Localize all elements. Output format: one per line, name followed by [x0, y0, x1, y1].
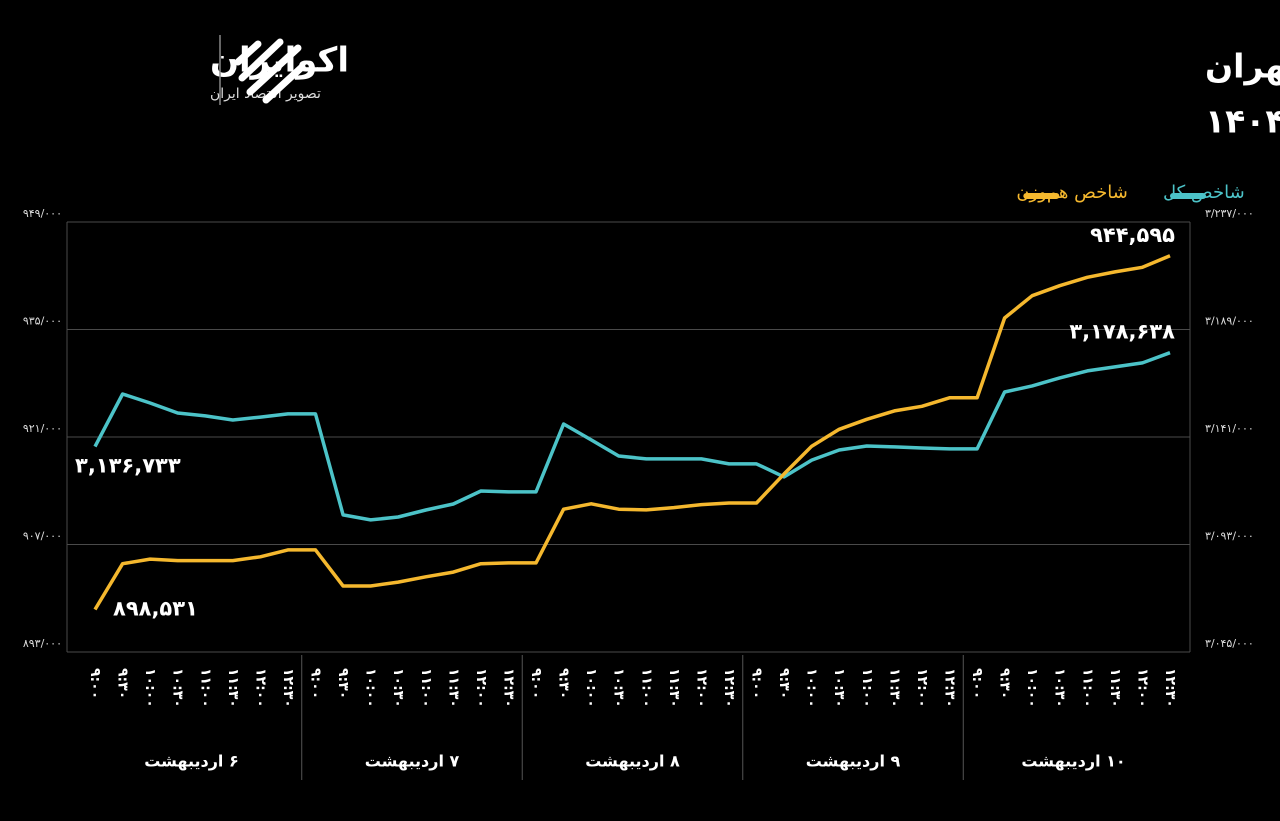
group-label: ۸ اردیبهشت: [585, 752, 680, 771]
value-label: ۹۴۴,۵۹۵: [1090, 223, 1175, 247]
x-tick-label: ۹:۳۰: [997, 668, 1013, 699]
y-tick-label: ۹۰۷/۰۰۰: [23, 530, 62, 543]
logo-icon: [234, 38, 306, 104]
y2-tick-label: ۳/۱۸۹/۰۰۰: [1205, 315, 1254, 328]
x-tick-label: ۱۲:۳۰: [721, 668, 737, 708]
x-tick-label: ۹:۰۰: [969, 668, 985, 699]
x-tick-label: ۱۲:۰۰: [1134, 668, 1150, 708]
x-tick-label: ۹:۳۰: [556, 668, 572, 699]
x-tick-label: ۱۰:۰۰: [363, 668, 379, 708]
x-tick-label: ۱۲:۳۰: [500, 668, 516, 708]
x-tick-label: ۱۰:۰۰: [583, 668, 599, 708]
group-label: ۱۰ اردیبهشت: [1021, 752, 1125, 771]
y2-tick-label: ۳/۱۴۱/۰۰۰: [1205, 422, 1254, 435]
y2-tick-label: ۳/۰۴۵/۰۰۰: [1205, 637, 1254, 650]
x-tick-label: ۱۰:۳۰: [611, 668, 627, 708]
group-label: ۶ اردیبهشت: [144, 752, 239, 771]
x-tick-label: ۱۲:۳۰: [941, 668, 957, 708]
x-tick-label: ۱۰:۳۰: [170, 668, 186, 708]
group-label: ۷ اردیبهشت: [365, 752, 460, 771]
x-tick-label: ۱۱:۳۰: [445, 668, 461, 708]
legend-label: شاخص کل: [1163, 182, 1245, 203]
x-tick-label: ۹:۰۰: [308, 668, 324, 699]
x-tick-label: ۱۱:۰۰: [1079, 668, 1095, 708]
x-tick-label: ۱۰:۰۰: [142, 668, 158, 708]
x-tick-label: ۹:۰۰: [87, 668, 103, 699]
x-tick-label: ۹:۳۰: [776, 668, 792, 699]
x-tick-label: ۱۰:۳۰: [831, 668, 847, 708]
x-tick-label: ۱۲:۳۰: [280, 668, 296, 708]
x-tick-label: ۱۱:۳۰: [225, 668, 241, 708]
x-tick-label: ۱۲:۰۰: [693, 668, 709, 708]
chart-subtitle: در دومین هفته اردیبهشت ماه ۱۴۰۴: [1205, 102, 1280, 142]
x-tick-label: ۱۱:۰۰: [197, 668, 213, 708]
logo: اکوایران تصویر اقتصاد ایران: [210, 35, 349, 105]
chart-title: روند ساعتی شاخص‌های سهامی بورس تهران: [1205, 47, 1280, 87]
x-tick-label: ۱۱:۳۰: [1107, 668, 1123, 708]
x-tick-label: ۱۲:۰۰: [473, 668, 489, 708]
value-label: ۸۹۸,۵۳۱: [113, 597, 198, 621]
y-tick-label: ۹۲۱/۰۰۰: [23, 422, 62, 435]
x-tick-label: ۱۱:۰۰: [638, 668, 654, 708]
x-tick-label: ۱۰:۳۰: [1052, 668, 1068, 708]
series-line: [93, 254, 1171, 611]
series-line: [93, 351, 1171, 522]
x-tick-label: ۱۱:۰۰: [418, 668, 434, 708]
x-tick-label: ۹:۳۰: [335, 668, 351, 699]
group-label: ۹ اردیبهشت: [806, 752, 901, 771]
x-tick-label: ۱۲:۳۰: [1162, 668, 1178, 708]
x-tick-label: ۹:۰۰: [749, 668, 765, 699]
y-tick-label: ۹۴۹/۰۰۰: [23, 207, 62, 220]
x-tick-label: ۱۰:۳۰: [390, 668, 406, 708]
x-tick-label: ۱۱:۳۰: [666, 668, 682, 708]
y-tick-label: ۸۹۳/۰۰۰: [23, 637, 62, 650]
x-tick-label: ۱۰:۰۰: [1024, 668, 1040, 708]
x-tick-label: ۱۱:۳۰: [886, 668, 902, 708]
y-tick-label: ۹۳۵/۰۰۰: [23, 315, 62, 328]
x-tick-label: ۱۱:۰۰: [859, 668, 875, 708]
value-label: ۳,۱۷۸,۶۳۸: [1069, 320, 1175, 344]
x-tick-label: ۹:۰۰: [528, 668, 544, 699]
x-tick-label: ۱۰:۰۰: [804, 668, 820, 708]
value-label: ۳,۱۳۶,۷۳۳: [75, 454, 181, 478]
x-tick-label: ۹:۳۰: [115, 668, 131, 699]
legend-label: شاخص هم‌وزن: [1016, 182, 1128, 203]
y2-tick-label: ۳/۰۹۳/۰۰۰: [1205, 530, 1254, 543]
x-tick-label: ۱۲:۰۰: [252, 668, 268, 708]
logo-tagline: تصویر اقتصاد ایران: [210, 86, 321, 102]
x-tick-label: ۱۲:۰۰: [914, 668, 930, 708]
y2-tick-label: ۳/۲۳۷/۰۰۰: [1205, 207, 1254, 220]
